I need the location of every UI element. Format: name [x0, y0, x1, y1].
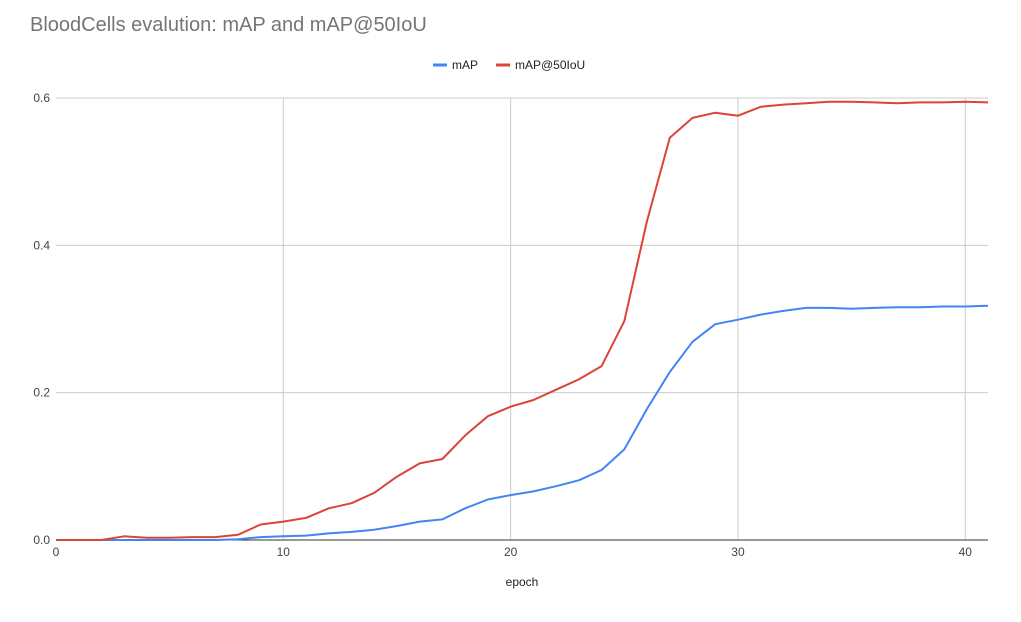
y-tick-label: 0.4	[33, 238, 50, 252]
y-tick-label: 0.2	[33, 386, 50, 400]
series-lines	[56, 100, 989, 541]
axes: 0.0 0.2 0.4 0.6 0 10 20 30 40	[33, 91, 988, 559]
x-tick-label: 40	[959, 545, 973, 559]
legend-label[interactable]: mAP@50IoU	[515, 58, 585, 72]
x-tick-label: 0	[53, 545, 60, 559]
legend-label[interactable]: mAP	[452, 58, 478, 72]
chart-title: BloodCells evalution: mAP and mAP@50IoU	[30, 14, 427, 36]
legend[interactable]: mAP mAP@50IoU	[433, 58, 585, 72]
grid	[56, 97, 988, 540]
y-tick-label: 0.0	[33, 533, 50, 547]
x-tick-label: 10	[277, 545, 291, 559]
series-line-map-50iou[interactable]	[56, 100, 989, 541]
series-line-map[interactable]	[56, 304, 989, 541]
x-tick-label: 20	[504, 545, 518, 559]
y-tick-label: 0.6	[33, 91, 50, 105]
x-axis-title: epoch	[506, 575, 539, 589]
x-tick-label: 30	[731, 545, 745, 559]
